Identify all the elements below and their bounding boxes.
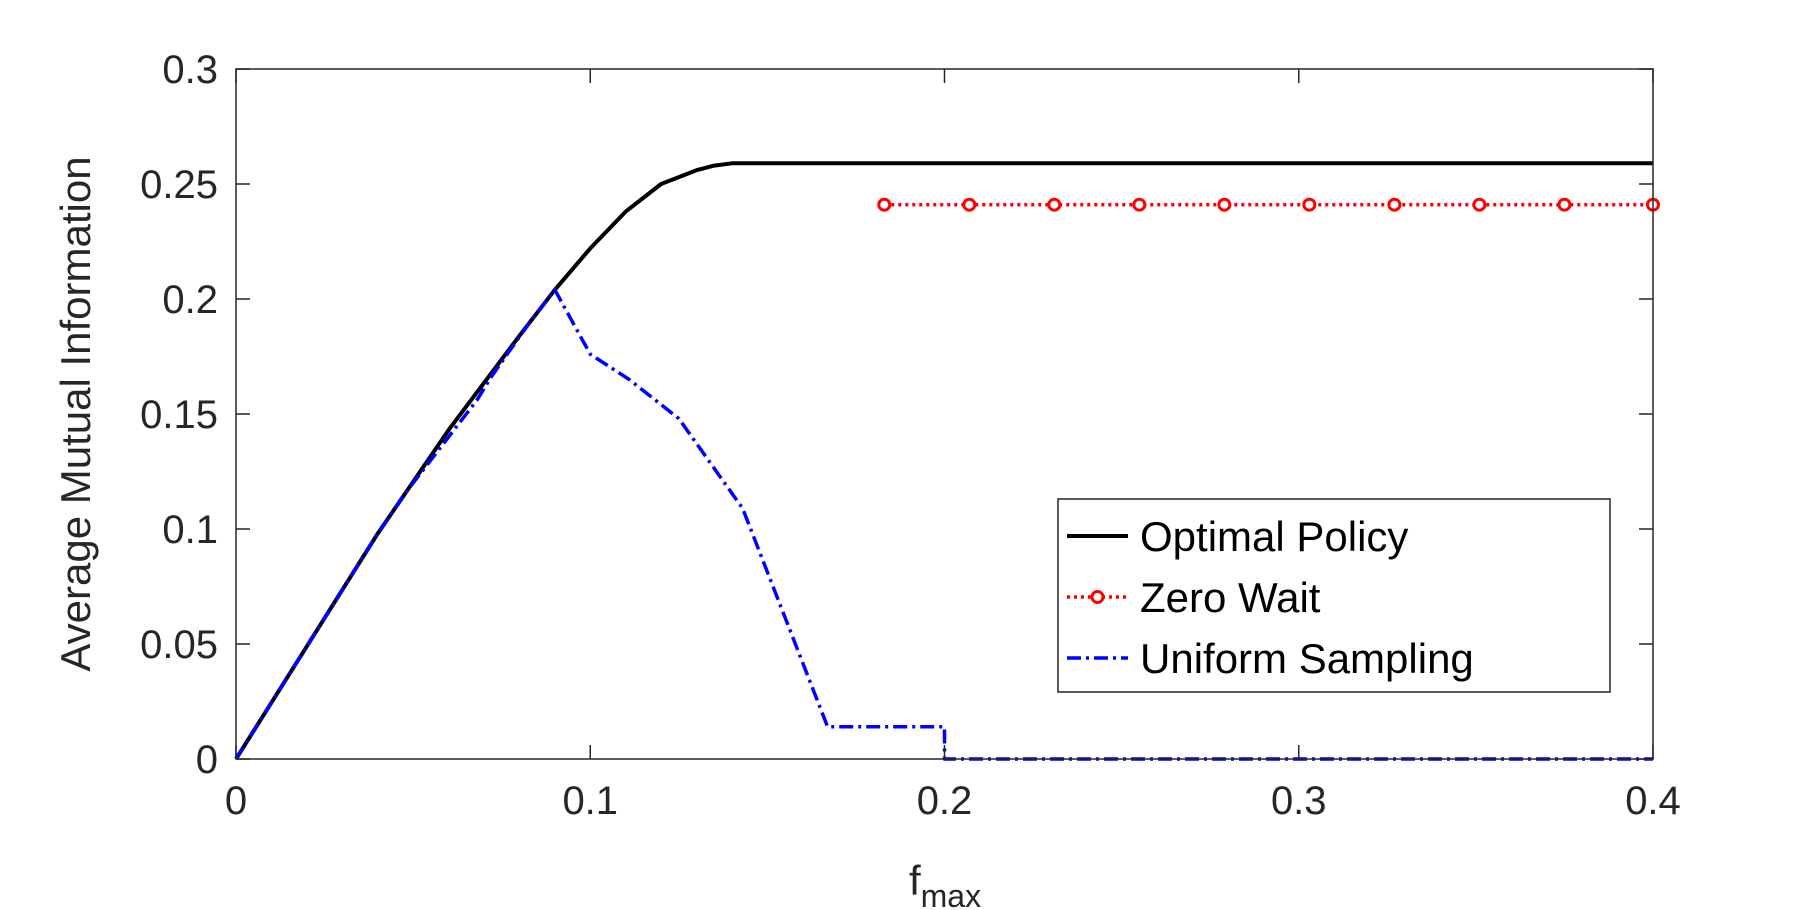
- legend-label-optimal-policy: Optimal Policy: [1140, 513, 1408, 560]
- data-point-zero-wait: [1472, 197, 1487, 212]
- data-point-zero-wait: [1132, 197, 1147, 212]
- y-tick-label: 0.05: [140, 623, 218, 667]
- legend-label-zero-wait: Zero Wait: [1140, 574, 1321, 621]
- x-tick-label: 0.4: [1625, 779, 1681, 823]
- series-layer: [234, 161, 1660, 761]
- data-point-zero-wait: [1217, 197, 1232, 212]
- data-point-zero-wait: [1557, 197, 1572, 212]
- y-tick-label: 0.25: [140, 163, 218, 207]
- data-point-zero-wait: [877, 197, 892, 212]
- x-tick-label: 0.2: [917, 779, 973, 823]
- legend-box: [1057, 498, 1611, 693]
- series-line-uniform-sampling: [234, 288, 1653, 761]
- y-tick-label: 0.15: [140, 393, 218, 437]
- y-tick-label: 0.3: [162, 48, 218, 92]
- y-tick-label: 0.2: [162, 278, 218, 322]
- y-axis-label: Average Mutual Information: [52, 156, 99, 671]
- legend-label-uniform-sampling: Uniform Sampling: [1140, 635, 1474, 682]
- x-tick-label: 0.1: [562, 779, 618, 823]
- tick-labels-layer: 0 0.1 0.2 0.3 0.4 0 0.05 0.1 0.15 0.2 0.25 0.3: [140, 48, 1681, 823]
- ticks-layer: [235, 68, 1654, 760]
- legend-marker-zero-wait: [1090, 590, 1105, 604]
- data-point-zero-wait: [962, 197, 977, 212]
- data-point-zero-wait: [1047, 197, 1062, 212]
- y-tick-label: 0.1: [162, 508, 218, 552]
- legend-entries: Optimal Policy Zero Wait Uniform Sampling: [1067, 513, 1474, 682]
- x-tick-label: 0.3: [1271, 779, 1327, 823]
- x-tick-label: 0: [225, 779, 247, 823]
- data-point-zero-wait: [1302, 197, 1317, 212]
- x-axis-label: fmax: [909, 857, 981, 910]
- data-point-zero-wait: [1387, 197, 1402, 212]
- legend: Optimal Policy Zero Wait Uniform Sampling: [1057, 498, 1611, 693]
- y-tick-label: 0: [196, 738, 218, 782]
